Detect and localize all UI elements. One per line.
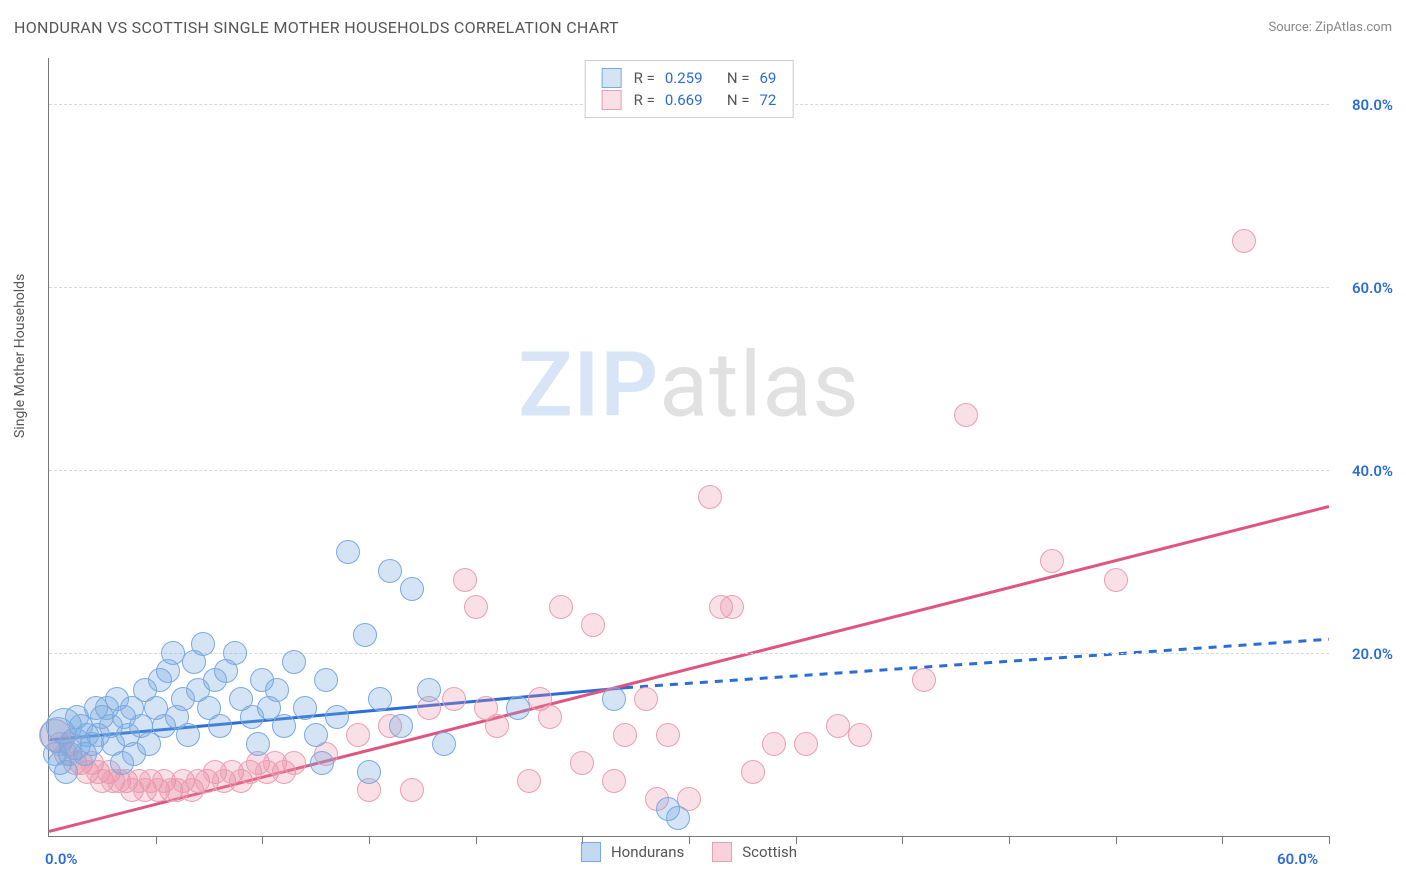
source-attribution: Source: ZipAtlas.com bbox=[1268, 20, 1392, 35]
svg-layer bbox=[49, 58, 1329, 836]
y-tick-label: 80.0% bbox=[1352, 96, 1393, 114]
legend-n-value: 72 bbox=[759, 89, 776, 111]
legend-correlation-box: R = 0.259 N = 69 R = 0.669 N = 72 bbox=[585, 60, 794, 118]
legend-swatch bbox=[602, 68, 622, 88]
x-tick-label: 60.0% bbox=[1277, 850, 1318, 868]
legend-r-value: 0.259 bbox=[665, 67, 717, 89]
legend-swatch bbox=[602, 90, 622, 110]
legend-swatch bbox=[712, 842, 732, 862]
legend-n-value: 69 bbox=[759, 67, 776, 89]
x-tick bbox=[902, 836, 903, 844]
y-axis-label: Single Mother Households bbox=[12, 274, 28, 438]
x-tick bbox=[369, 836, 370, 844]
gridline bbox=[49, 653, 1329, 654]
source-link[interactable]: ZipAtlas.com bbox=[1315, 20, 1392, 35]
legend-item: Hondurans bbox=[581, 842, 684, 862]
gridline bbox=[49, 287, 1329, 288]
regression-line bbox=[49, 688, 625, 740]
legend-r-label: R = bbox=[634, 67, 655, 89]
legend-label: Hondurans bbox=[611, 843, 684, 861]
source-label: Source: bbox=[1268, 20, 1315, 35]
x-tick-label: 0.0% bbox=[45, 850, 77, 868]
legend-r-label: R = bbox=[634, 89, 655, 111]
plot-area: ZIPatlas 20.0%40.0%60.0%80.0%0.0%60.0%R … bbox=[48, 58, 1329, 837]
x-tick bbox=[156, 836, 157, 844]
x-tick bbox=[1329, 836, 1330, 844]
y-tick-label: 60.0% bbox=[1352, 279, 1393, 297]
legend-n-label: N = bbox=[727, 89, 750, 111]
legend-series: Hondurans Scottish bbox=[567, 842, 811, 866]
y-tick-label: 40.0% bbox=[1352, 462, 1393, 480]
legend-item: Scottish bbox=[712, 842, 797, 862]
x-tick bbox=[1222, 836, 1223, 844]
legend-swatch bbox=[581, 842, 601, 862]
chart-title: HONDURAN VS SCOTTISH SINGLE MOTHER HOUSE… bbox=[14, 18, 619, 37]
gridline bbox=[49, 470, 1329, 471]
x-tick bbox=[476, 836, 477, 844]
x-tick bbox=[1116, 836, 1117, 844]
legend-row: R = 0.259 N = 69 bbox=[602, 67, 777, 89]
y-tick-label: 20.0% bbox=[1352, 645, 1393, 663]
regression-line bbox=[625, 639, 1329, 688]
legend-label: Scottish bbox=[742, 843, 797, 861]
legend-row: R = 0.669 N = 72 bbox=[602, 89, 777, 111]
legend-r-value: 0.669 bbox=[665, 89, 717, 111]
regression-line bbox=[49, 506, 1329, 831]
x-tick bbox=[1009, 836, 1010, 844]
chart-container: HONDURAN VS SCOTTISH SINGLE MOTHER HOUSE… bbox=[0, 0, 1406, 892]
x-tick bbox=[262, 836, 263, 844]
legend-n-label: N = bbox=[727, 67, 750, 89]
